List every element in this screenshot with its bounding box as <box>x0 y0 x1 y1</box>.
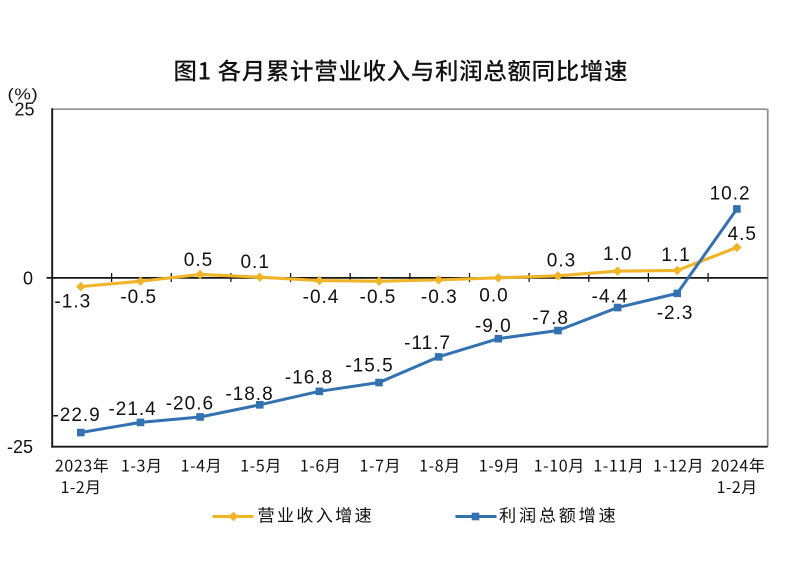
svg-text:10.2: 10.2 <box>710 184 751 205</box>
svg-text:-2.3: -2.3 <box>657 303 694 324</box>
svg-text:1.1: 1.1 <box>661 245 690 266</box>
svg-text:-7.8: -7.8 <box>532 308 569 329</box>
svg-text:0: 0 <box>23 269 33 289</box>
svg-text:-11.7: -11.7 <box>404 333 451 354</box>
svg-text:0.3: 0.3 <box>547 250 576 271</box>
svg-text:0.1: 0.1 <box>240 252 269 273</box>
svg-text:-0.5: -0.5 <box>360 287 397 308</box>
svg-text:-1.3: -1.3 <box>54 292 91 313</box>
svg-text:-20.6: -20.6 <box>166 393 214 414</box>
svg-text:-9.0: -9.0 <box>475 316 512 337</box>
svg-text:-0.3: -0.3 <box>421 287 458 308</box>
svg-text:-22.9: -22.9 <box>52 405 100 426</box>
svg-text:-18.8: -18.8 <box>225 384 273 405</box>
svg-text:(%): (%) <box>8 85 39 103</box>
svg-text:-15.5: -15.5 <box>345 356 393 377</box>
svg-text:-0.4: -0.4 <box>303 287 340 308</box>
svg-text:-0.5: -0.5 <box>120 287 157 308</box>
svg-text:0.0: 0.0 <box>479 285 508 306</box>
svg-text:-25: -25 <box>7 437 33 457</box>
svg-text:4.5: 4.5 <box>728 224 757 245</box>
svg-text:-16.8: -16.8 <box>285 368 333 389</box>
svg-text:1.0: 1.0 <box>603 244 632 265</box>
svg-text:-4.4: -4.4 <box>592 287 629 308</box>
svg-text:25: 25 <box>14 100 34 120</box>
svg-text:-21.4: -21.4 <box>108 399 156 420</box>
svg-text:0.5: 0.5 <box>184 250 213 271</box>
